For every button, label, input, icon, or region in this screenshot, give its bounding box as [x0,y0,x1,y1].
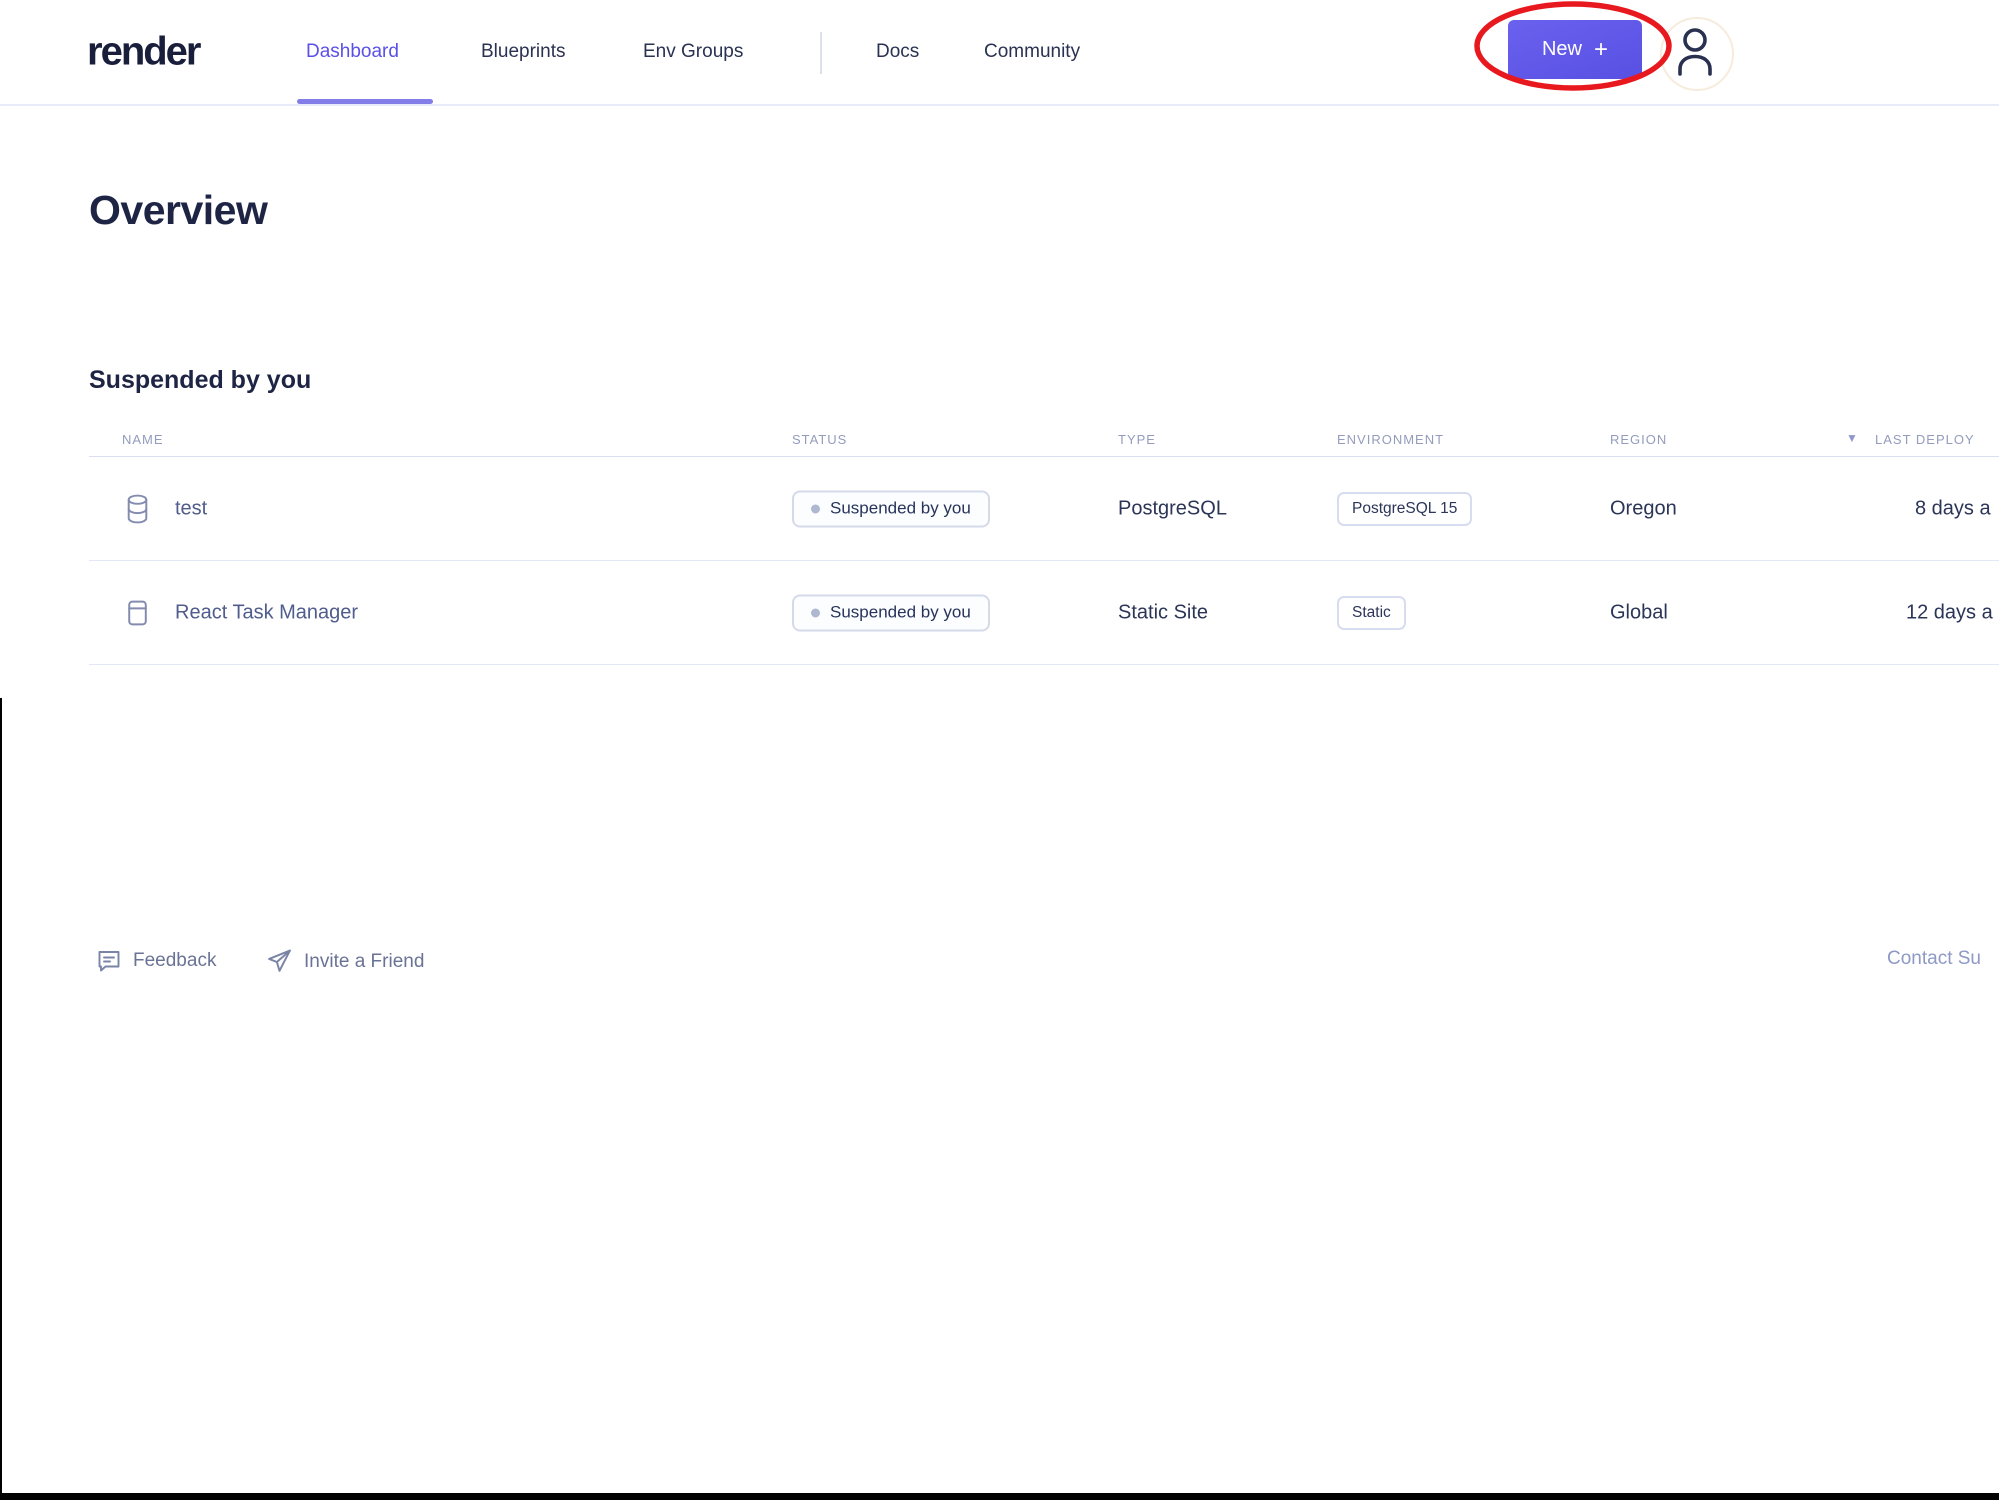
paper-plane-icon [268,949,291,972]
new-button[interactable]: New + [1508,20,1642,79]
footer-bar: Feedback Invite a Friend Contact Su [0,948,1999,992]
sort-caret-icon[interactable]: ▼ [1846,431,1858,445]
nav-item-blueprints[interactable]: Blueprints [481,41,566,62]
nav-item-dashboard[interactable]: Dashboard [306,41,399,62]
feedback-link[interactable]: Feedback [96,948,216,974]
page-title: Overview [89,187,268,234]
services-table: NAME STATUS TYPE ENVIRONMENT REGION ▼ LA… [89,418,1999,665]
static-site-icon [125,598,150,627]
active-tab-underline [297,99,433,104]
contact-support-link[interactable]: Contact Su [1887,948,1981,969]
window-edge-bottom [0,1493,1999,1500]
plus-icon: + [1594,35,1609,63]
column-header-last-deploy[interactable]: LAST DEPLOY [1875,432,1975,447]
service-name-link[interactable]: React Task Manager [175,601,359,623]
table-row-test[interactable]: test Suspended by you PostgreSQL Postgre… [89,457,1999,561]
type-cell: PostgreSQL [1118,497,1227,519]
table-row-react-task-manager[interactable]: React Task Manager Suspended by you Stat… [89,561,1999,665]
database-icon [125,494,150,524]
status-cell: Suspended by you [792,594,990,631]
environment-badge: PostgreSQL 15 [1337,491,1473,526]
status-badge-label: Suspended by you [830,498,971,518]
column-header-status[interactable]: STATUS [792,432,848,447]
new-button-label: New [1541,38,1582,60]
last-deploy-cell: 12 days a [1906,601,1993,623]
section-title-suspended: Suspended by you [89,365,312,394]
person-icon[interactable] [1676,27,1714,77]
nav-item-community[interactable]: Community [984,41,1081,62]
region-cell: Global [1610,601,1668,623]
window-edge-left [0,698,2,1500]
column-header-environment[interactable]: ENVIRONMENT [1337,432,1445,447]
status-dot-icon [811,608,820,617]
top-navbar: render Dashboard Blueprints Env Groups D… [0,0,1999,106]
status-badge-label: Suspended by you [830,602,971,622]
status-cell: Suspended by you [792,490,990,527]
render-logo[interactable]: render [87,29,201,74]
invite-a-friend-link[interactable]: Invite a Friend [266,948,424,975]
status-badge: Suspended by you [792,490,990,527]
nav-item-env-groups[interactable]: Env Groups [643,41,744,62]
nav-item-docs[interactable]: Docs [876,41,920,62]
table-header-row: NAME STATUS TYPE ENVIRONMENT REGION ▼ LA… [89,418,1999,457]
feedback-label: Feedback [133,950,217,971]
last-deploy-cell: 8 days a [1915,497,1991,519]
invite-label: Invite a Friend [304,950,425,972]
environment-badge: Static [1337,595,1406,630]
feedback-bubble-icon [98,951,120,972]
service-name-link[interactable]: test [175,497,208,519]
column-header-type[interactable]: TYPE [1118,432,1156,447]
environment-cell: Static [1337,595,1406,630]
status-dot-icon [811,504,820,513]
environment-cell: PostgreSQL 15 [1337,491,1473,526]
status-badge: Suspended by you [792,594,990,631]
type-cell: Static Site [1118,601,1209,623]
column-header-name[interactable]: NAME [122,432,164,447]
column-header-region[interactable]: REGION [1610,432,1668,447]
region-cell: Oregon [1610,497,1677,519]
nav-divider [820,32,822,74]
